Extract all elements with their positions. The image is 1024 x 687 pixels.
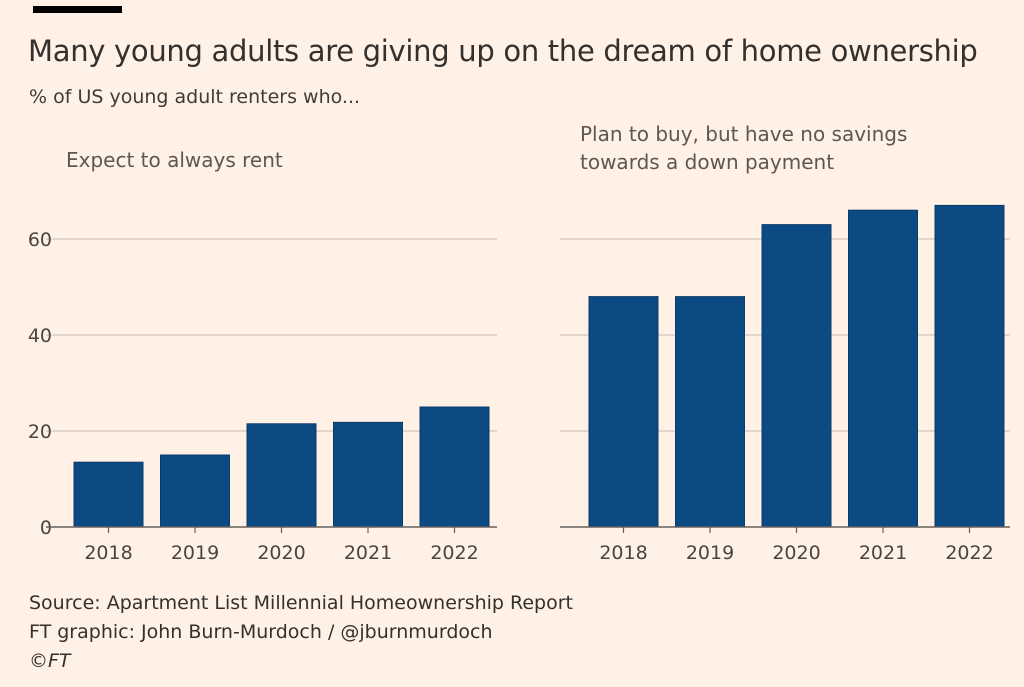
chart-subtitle: % of US young adult renters who...	[29, 86, 361, 108]
copyright: ©FT	[29, 650, 71, 672]
panel-1-bar-2022	[419, 406, 490, 528]
source-note: Source: Apartment List Millennial Homeow…	[29, 592, 574, 614]
panel-2-xtick-2020: 2020	[772, 542, 820, 564]
panel-1-ytick-40: 40	[28, 325, 52, 347]
panel-2-bar-2018	[588, 296, 659, 528]
panel-2-bar-2022	[934, 204, 1005, 528]
panel-2-title-line-1: Plan to buy, but have no savings	[580, 122, 908, 146]
panel-2-xtick-2022: 2022	[945, 542, 993, 564]
graphic-credit: FT graphic: John Burn-Murdoch / @jburnmu…	[29, 621, 493, 643]
brand-top-bar	[33, 6, 122, 13]
panel-1-xtick-2018: 2018	[84, 542, 132, 564]
panel-1-bar-2020	[246, 423, 317, 528]
panel-2-bar-2020	[761, 224, 832, 528]
panel-1-title: Expect to always rent	[66, 148, 283, 172]
panel-1-bar-2019	[160, 454, 230, 528]
panel-2-xtick-2019: 2019	[686, 542, 734, 564]
panel-1-xtick-2019: 2019	[171, 542, 219, 564]
panel-1-ytick-20: 20	[28, 421, 52, 443]
panel-1-ytick-60: 60	[28, 229, 52, 251]
panel-1-bar-2018	[73, 461, 144, 528]
chart-title: Many young adults are giving up on the d…	[28, 34, 978, 68]
panel-1-xtick-2020: 2020	[257, 542, 305, 564]
panel-1-xtick-2021: 2021	[344, 542, 392, 564]
panel-1-bar-2021	[333, 421, 403, 528]
panel-2-xtick-2018: 2018	[599, 542, 647, 564]
panel-2-title-line-2: towards a down payment	[580, 150, 835, 174]
panel-2-xtick-2021: 2021	[859, 542, 907, 564]
panel-2-bar-2019	[675, 296, 745, 528]
panel-1-ytick-0: 0	[40, 517, 52, 539]
panel-2-title: Plan to buy, but have no savings towards…	[580, 120, 1000, 176]
panel-2-bar-2021	[848, 209, 918, 528]
panel-1-xtick-2022: 2022	[430, 542, 478, 564]
